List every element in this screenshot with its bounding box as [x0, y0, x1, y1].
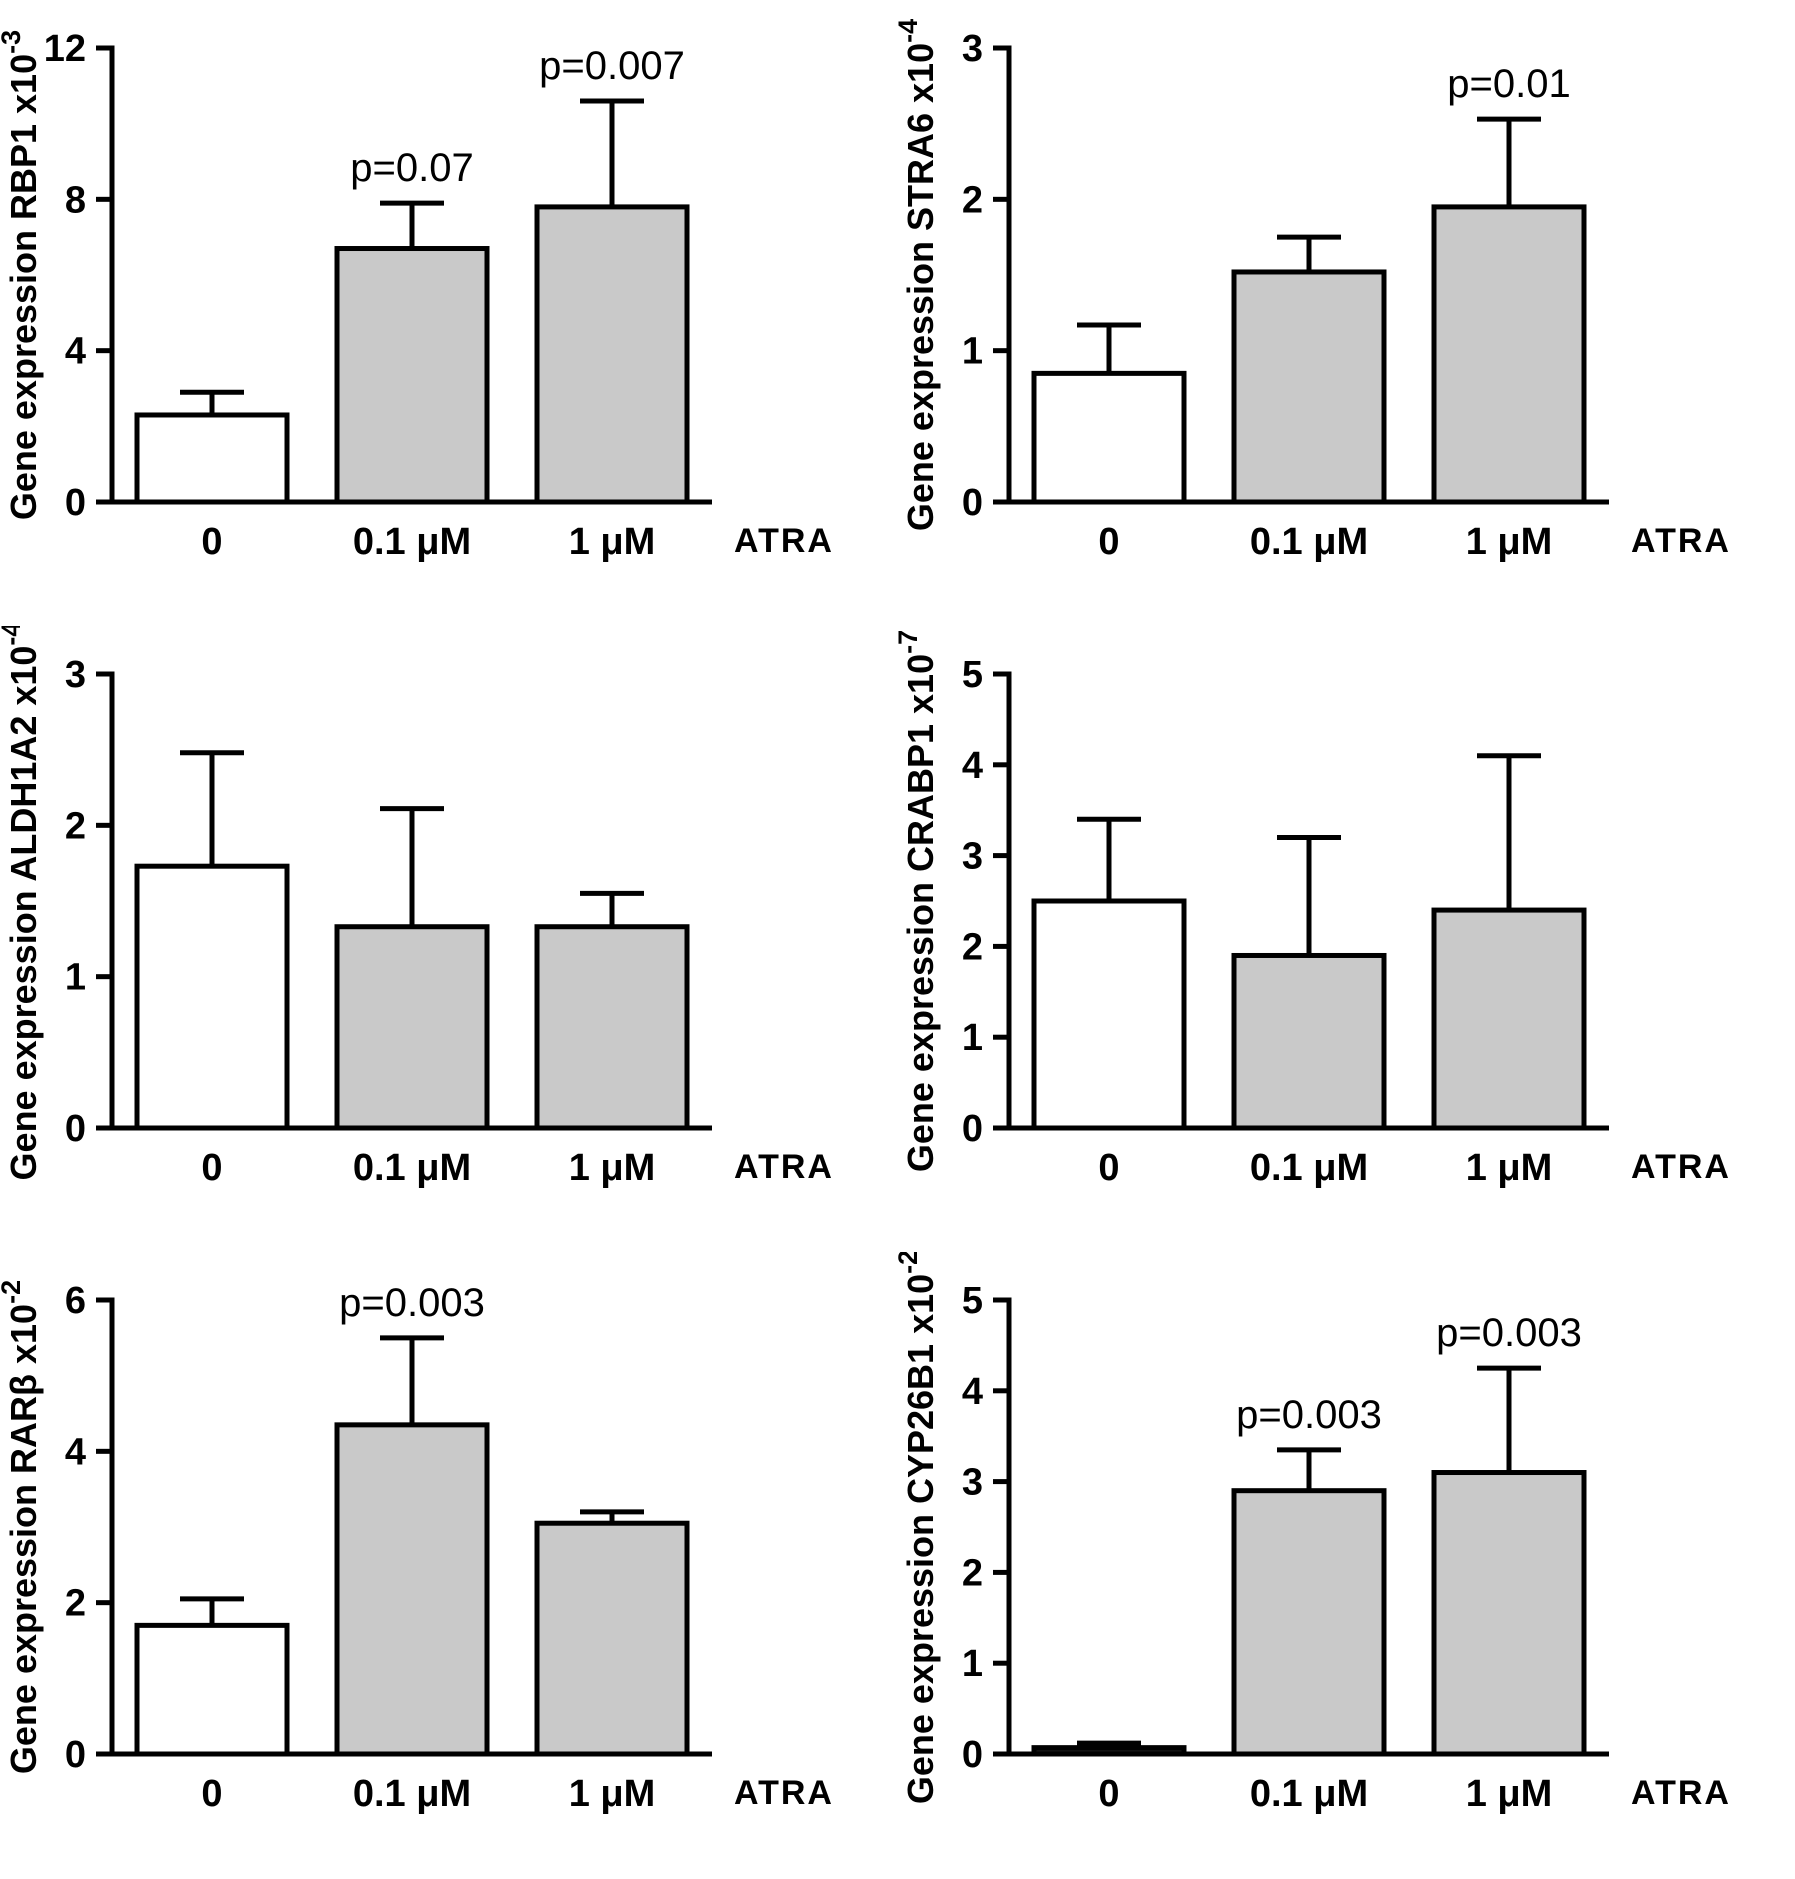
y-tick-label: 0: [962, 1734, 983, 1776]
y-tick-label: 3: [962, 1462, 983, 1504]
x-axis-suffix-label: ATRA: [734, 522, 834, 560]
chart-svg-stra6: p=0.01 0 1 2 3 0 0.1 μM 1 μM ATRA Gene expression…: [897, 19, 1731, 563]
y-axis-label: Gene expression CRABP1 x10-7: [897, 630, 941, 1172]
chart-crabp1: 0 1 2 3 4 5 0 0.1 μM 1 μM ATRA Gene expression CRA…: [897, 626, 1794, 1252]
y-tick-label: 0: [65, 1108, 86, 1150]
x-axis-suffix-label: ATRA: [1631, 1774, 1731, 1812]
x-category-label: 0: [201, 1773, 222, 1815]
x-category-label: 0.1 μM: [353, 521, 471, 563]
bar-crabp1-2: [1431, 907, 1587, 1131]
x-category-label: 0: [1098, 1147, 1119, 1189]
chart-svg-rbp1: p=0.07 p=0.007 0 4 8 12 0 0.1 μM 1 μM ATRA Gene ex…: [0, 28, 834, 563]
chart-svg-crabp1: 0 1 2 3 4 5 0 0.1 μM 1 μM ATRA Gene expression CRA…: [897, 630, 1731, 1189]
bar-cyp26b1-2: [1431, 1470, 1587, 1757]
y-axis-label: Gene expression ALDH1A2 x10-4: [0, 626, 44, 1180]
bar-crabp1-0: [1031, 898, 1187, 1131]
p-value-annotation: p=0.003: [1436, 1311, 1582, 1355]
chart-svg-aldh1a2: 0 1 2 3 0 0.1 μM 1 μM ATRA Gene expression ALDH1…: [0, 626, 834, 1189]
chart-stra6: p=0.01 0 1 2 3 0 0.1 μM 1 μM ATRA Gene expression…: [897, 0, 1794, 626]
y-axis-label: Gene expression STRA6 x10-4: [897, 19, 941, 531]
y-tick-label: 1: [65, 957, 86, 999]
y-tick-label: 0: [962, 482, 983, 524]
y-tick-label: 4: [962, 1371, 983, 1413]
chart-svg-rarb: p=0.003 0 2 4 6 0 0.1 μM 1 μM ATRA Gene expressio…: [0, 1280, 834, 1815]
x-category-label: 0.1 μM: [353, 1773, 471, 1815]
y-axis-label: Gene expression CYP26B1 x10-2: [897, 1252, 941, 1804]
chart-cyp26b1: p=0.003 p=0.003 0 1 2 3 4 5 0 0.1 μM 1 μM ATRA Gene …: [897, 1252, 1794, 1878]
y-tick-label: 2: [962, 926, 983, 968]
x-category-label: 1 μM: [1466, 1147, 1553, 1189]
x-category-label: 0: [201, 521, 222, 563]
y-tick-label: 3: [65, 654, 86, 696]
x-category-label: 1 μM: [1466, 521, 1553, 563]
bar-rbp1-0: [134, 412, 290, 505]
x-category-label: 0.1 μM: [1250, 1147, 1368, 1189]
x-axis-suffix-label: ATRA: [1631, 522, 1731, 560]
bar-stra6-0: [1031, 370, 1187, 505]
y-tick-label: 1: [962, 331, 983, 373]
y-tick-label: 0: [962, 1108, 983, 1150]
y-tick-label: 1: [962, 1643, 983, 1685]
y-tick-label: 2: [962, 179, 983, 221]
x-category-label: 0: [1098, 521, 1119, 563]
x-axis-suffix-label: ATRA: [1631, 1148, 1731, 1186]
y-tick-label: 5: [962, 654, 983, 696]
y-tick-label: 12: [44, 28, 86, 70]
x-category-label: 0: [201, 1147, 222, 1189]
chart-svg-cyp26b1: p=0.003 p=0.003 0 1 2 3 4 5 0 0.1 μM 1 μM ATRA Gene …: [897, 1252, 1731, 1815]
chart-rarb: p=0.003 0 2 4 6 0 0.1 μM 1 μM ATRA Gene expressio…: [0, 1252, 897, 1878]
bar-stra6-1: [1231, 269, 1387, 505]
bar-aldh1a2-1: [334, 924, 490, 1131]
x-category-label: 1 μM: [569, 521, 656, 563]
y-tick-label: 2: [65, 1583, 86, 1625]
x-category-label: 0.1 μM: [353, 1147, 471, 1189]
y-tick-label: 6: [65, 1280, 86, 1322]
x-category-label: 0: [1098, 1773, 1119, 1815]
chart-rbp1: p=0.07 p=0.007 0 4 8 12 0 0.1 μM 1 μM ATRA Gene ex…: [0, 0, 897, 626]
bar-rarb-1: [334, 1422, 490, 1757]
y-tick-label: 5: [962, 1280, 983, 1322]
x-category-label: 1 μM: [569, 1773, 656, 1815]
bar-stra6-2: [1431, 204, 1587, 505]
y-tick-label: 2: [962, 1552, 983, 1594]
y-tick-label: 0: [65, 482, 86, 524]
p-value-annotation: p=0.07: [350, 146, 473, 190]
y-tick-label: 3: [962, 28, 983, 70]
x-category-label: 0.1 μM: [1250, 1773, 1368, 1815]
y-tick-label: 4: [65, 1431, 86, 1473]
p-value-annotation: p=0.007: [539, 44, 685, 88]
bar-crabp1-1: [1231, 952, 1387, 1131]
y-axis-label: Gene expression RBP1 x10-3: [0, 30, 44, 520]
chart-aldh1a2: 0 1 2 3 0 0.1 μM 1 μM ATRA Gene expression ALDH1…: [0, 626, 897, 1252]
bar-rarb-0: [134, 1622, 290, 1757]
bar-rbp1-1: [334, 246, 490, 505]
y-tick-label: 1: [962, 1017, 983, 1059]
bar-aldh1a2-2: [534, 924, 690, 1131]
p-value-annotation: p=0.003: [1236, 1393, 1382, 1437]
bar-rarb-2: [534, 1520, 690, 1757]
bar-cyp26b1-1: [1231, 1488, 1387, 1757]
y-tick-label: 4: [962, 745, 983, 787]
x-category-label: 1 μM: [1466, 1773, 1553, 1815]
x-category-label: 1 μM: [569, 1147, 656, 1189]
p-value-annotation: p=0.003: [339, 1281, 485, 1325]
y-tick-label: 2: [65, 805, 86, 847]
x-axis-suffix-label: ATRA: [734, 1774, 834, 1812]
x-category-label: 0.1 μM: [1250, 521, 1368, 563]
x-axis-suffix-label: ATRA: [734, 1148, 834, 1186]
p-value-annotation: p=0.01: [1447, 62, 1570, 106]
y-tick-label: 0: [65, 1734, 86, 1776]
bar-rbp1-2: [534, 204, 690, 505]
y-tick-label: 3: [962, 836, 983, 878]
y-axis-label: Gene expression RARβ x10-2: [0, 1280, 44, 1774]
y-tick-label: 4: [65, 331, 86, 373]
y-tick-label: 8: [65, 179, 86, 221]
bar-aldh1a2-0: [134, 863, 290, 1131]
